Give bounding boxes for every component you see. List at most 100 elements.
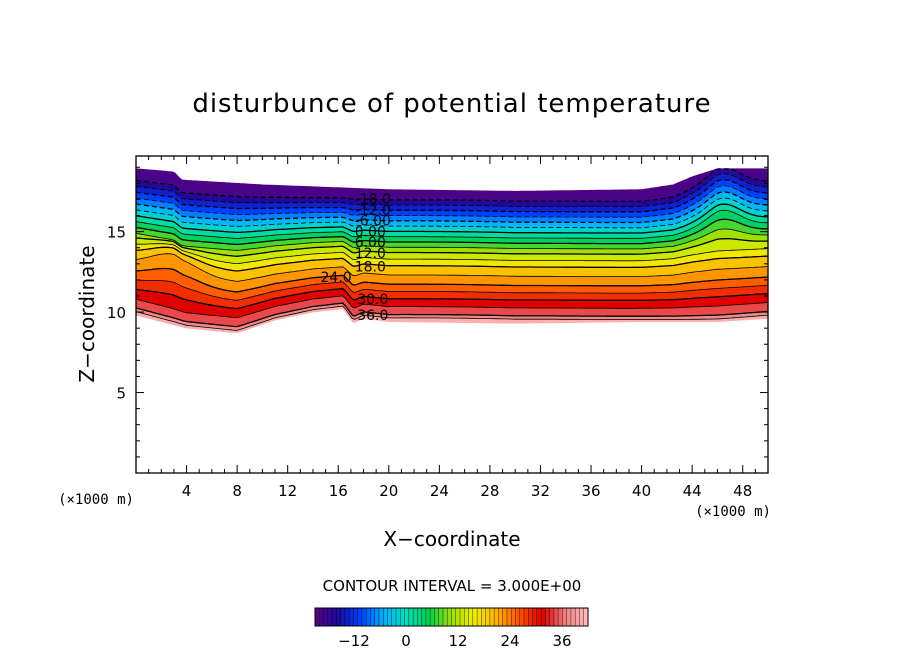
colorbar-segment bbox=[524, 608, 529, 626]
colorbar-segment bbox=[519, 608, 525, 626]
contour-line bbox=[136, 209, 768, 239]
colorbar-segment bbox=[421, 608, 427, 626]
colorbar-segment bbox=[451, 608, 457, 626]
contour-line bbox=[136, 253, 768, 282]
colorbar-segment bbox=[515, 608, 521, 626]
colorbar-tick-label: 36 bbox=[552, 632, 571, 650]
contour-line bbox=[136, 305, 768, 331]
colorbar-segment bbox=[336, 608, 341, 626]
colorbar-segment bbox=[349, 608, 354, 626]
contour-line bbox=[136, 218, 768, 246]
colorbar-segment bbox=[323, 608, 329, 626]
contour-line bbox=[136, 168, 768, 203]
colorbar-segment bbox=[366, 608, 371, 626]
colorbar-segment bbox=[511, 608, 516, 626]
colorbar-segment bbox=[570, 608, 576, 626]
colorbar-segment bbox=[455, 608, 461, 626]
colorbar-segment bbox=[408, 608, 414, 626]
colorbar-frame bbox=[314, 607, 589, 627]
contour-label: -12.0 bbox=[355, 203, 391, 219]
colorbar-segment bbox=[494, 608, 499, 626]
colorbar-segment bbox=[485, 608, 491, 626]
colorbar-segment bbox=[425, 608, 431, 626]
colorbar-segment bbox=[353, 608, 359, 626]
colorbar-segment bbox=[404, 608, 410, 626]
colorbar-segment bbox=[502, 608, 508, 626]
colorbar-segment bbox=[370, 608, 376, 626]
contour-line bbox=[136, 302, 768, 328]
contour-line bbox=[136, 173, 768, 208]
colorbar-segment bbox=[562, 608, 568, 626]
x-tick-label: 36 bbox=[581, 482, 600, 500]
contour-label: 6.00 bbox=[355, 235, 386, 251]
colorbar-segment bbox=[319, 608, 324, 626]
colorbar-segment bbox=[442, 608, 448, 626]
colorbar-segment bbox=[464, 608, 469, 626]
contour-label: -6.00 bbox=[355, 214, 391, 230]
colorbar-segment bbox=[541, 608, 546, 626]
colorbar-segment bbox=[361, 608, 367, 626]
x-tick-label: 44 bbox=[683, 482, 702, 500]
colorbar-segment bbox=[498, 608, 504, 626]
colorbar-segment bbox=[506, 608, 512, 626]
contour-line bbox=[136, 185, 768, 218]
contour-label: 24.0 bbox=[321, 270, 352, 286]
colorbar-segment bbox=[357, 608, 363, 626]
contour-label: 30.0 bbox=[357, 292, 388, 308]
colorbar-segment bbox=[417, 608, 423, 626]
colorbar-segment bbox=[400, 608, 405, 626]
x-tick-label: 28 bbox=[480, 482, 499, 500]
colorbar-segment bbox=[579, 608, 585, 626]
contour-line bbox=[136, 179, 768, 213]
colorbar: −12 0 12 24 36 bbox=[314, 607, 589, 650]
colorbar-segment bbox=[532, 608, 538, 626]
colorbar-segment bbox=[434, 608, 440, 626]
contour-line bbox=[136, 197, 768, 229]
contour-label: 0.00 bbox=[355, 224, 386, 240]
x-tick-label: 40 bbox=[632, 482, 651, 500]
colorbar-segment bbox=[545, 608, 551, 626]
colorbar-tick-label: 0 bbox=[401, 632, 411, 650]
colorbar-segment bbox=[447, 608, 452, 626]
colorbar-segment bbox=[460, 608, 465, 626]
colorbar-segment bbox=[391, 608, 397, 626]
chart-title: disturbunce of potential temperature bbox=[192, 89, 711, 119]
contour-line bbox=[136, 203, 768, 234]
y-axis-ticks: 5 10 15 bbox=[107, 166, 768, 458]
colorbar-segment bbox=[430, 608, 435, 626]
y-tick-label: 5 bbox=[116, 385, 126, 403]
colorbar-segment bbox=[472, 608, 478, 626]
y-tick-label: 10 bbox=[107, 304, 126, 322]
x-tick-label: 16 bbox=[329, 482, 348, 500]
contour-lines bbox=[136, 168, 768, 331]
x-tick-label: 32 bbox=[531, 482, 550, 500]
y-axis-label: Z−coordinate bbox=[75, 245, 99, 382]
contour-interval-label: CONTOUR INTERVAL = 3.000E+00 bbox=[323, 577, 582, 595]
contour-line bbox=[136, 228, 768, 251]
colorbar-segment bbox=[489, 608, 495, 626]
contour-line bbox=[136, 287, 768, 310]
colorbar-segment bbox=[327, 608, 333, 626]
contour-line bbox=[136, 237, 768, 257]
colorbar-segment bbox=[438, 608, 444, 626]
colorbar-tick-label: 12 bbox=[448, 632, 467, 650]
colorbar-segment bbox=[396, 608, 401, 626]
colorbar-segment bbox=[566, 608, 572, 626]
x-tick-label: 48 bbox=[733, 482, 752, 500]
x-axis-label: X−coordinate bbox=[383, 527, 520, 551]
x-tick-label: 4 bbox=[182, 482, 192, 500]
colorbar-segment bbox=[536, 608, 542, 626]
field-top-edge bbox=[136, 168, 768, 192]
contour-label: -18.0 bbox=[355, 192, 391, 208]
contour-line bbox=[136, 246, 768, 272]
x-axis-unit: (×1000 m) bbox=[695, 504, 771, 520]
contour-line bbox=[136, 279, 768, 301]
colorbar-tick-label: −12 bbox=[338, 632, 370, 650]
colorbar-segment bbox=[468, 608, 474, 626]
colorbar-segment bbox=[583, 608, 589, 626]
colorbar-segment bbox=[481, 608, 487, 626]
x-tick-label: 20 bbox=[379, 482, 398, 500]
y-axis-unit: (×1000 m) bbox=[58, 492, 134, 508]
